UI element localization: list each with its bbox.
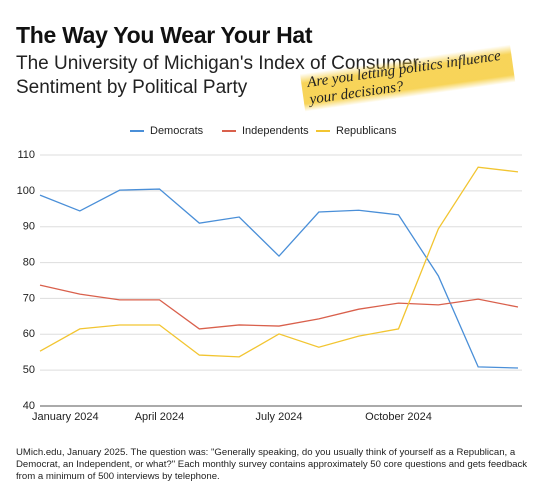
footnote: UMich.edu, January 2025. The question wa…: [16, 447, 528, 482]
series-line: [39, 166, 519, 358]
y-tick-label: 50: [23, 364, 35, 376]
x-tick-label: January 2024: [32, 411, 99, 423]
x-tick-label: April 2024: [135, 411, 185, 423]
y-tick-label: 110: [17, 149, 35, 161]
chart-subtitle: The University of Michigan's Index of Co…: [16, 53, 419, 98]
x-tick-label: October 2024: [365, 411, 432, 423]
chart: 40 50 60 70 80 90 100 110 January 2024 April 2024…: [17, 125, 522, 423]
y-tick-label: 100: [17, 185, 35, 197]
x-tick-label: July 2024: [255, 411, 302, 423]
y-tick-label: 90: [23, 221, 35, 233]
y-tick-label: 70: [23, 292, 35, 304]
series-line: [39, 284, 519, 330]
legend-label: Independents: [242, 125, 309, 137]
legend-label: Republicans: [336, 125, 397, 137]
chart-title: The Way You Wear Your Hat: [16, 22, 313, 48]
y-tick-label: 40: [23, 400, 35, 412]
legend-label: Democrats: [150, 125, 204, 137]
y-tick-label: 80: [23, 256, 35, 268]
series-line: [39, 188, 519, 369]
y-tick-label: 60: [23, 328, 35, 340]
